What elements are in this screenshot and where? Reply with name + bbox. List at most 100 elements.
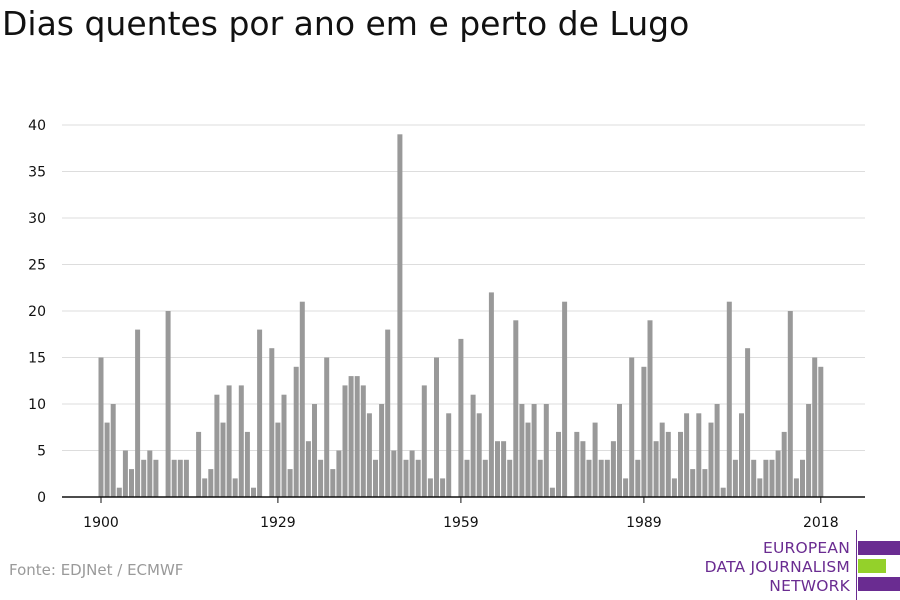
bar-1949 — [397, 134, 403, 498]
bar-1946 — [379, 404, 385, 497]
bar-2014 — [793, 478, 799, 497]
bar-1906 — [135, 329, 141, 497]
y-tick-label: 5 — [37, 444, 46, 460]
bar-1950 — [403, 459, 409, 497]
bar-1903 — [116, 487, 122, 497]
bar-1907 — [141, 459, 147, 497]
bar-1937 — [324, 357, 330, 497]
logo-line-1: EUROPEAN — [762, 539, 850, 557]
edjnet-logo: EUROPEAN DATA JOURNALISM NETWORK — [700, 530, 900, 600]
y-tick-label: 35 — [28, 165, 46, 181]
bar-1931 — [287, 469, 293, 497]
bar-1991 — [653, 441, 659, 497]
bar-1957 — [446, 413, 452, 497]
bar-1963 — [482, 459, 488, 497]
bar-1956 — [440, 478, 446, 497]
bar-1921 — [226, 385, 232, 497]
bar-2015 — [800, 459, 805, 497]
bar-1922 — [232, 478, 238, 497]
bar-1972 — [537, 459, 543, 497]
bar-1933 — [299, 301, 305, 497]
bar-1928 — [269, 348, 275, 497]
bar-1965 — [495, 441, 500, 497]
bar-1939 — [336, 450, 342, 497]
chart-title: Dias quentes por ano em e perto de Lugo — [2, 4, 690, 43]
bar-1935 — [312, 404, 317, 497]
bar-1999 — [702, 469, 708, 497]
bar-1942 — [354, 376, 360, 497]
bar-1959 — [458, 338, 464, 497]
bar-1969 — [519, 404, 525, 497]
bar-2018 — [818, 366, 824, 497]
bar-1916 — [196, 431, 202, 497]
y-tick-label: 20 — [28, 304, 46, 320]
bar-1936 — [318, 459, 324, 497]
bar-1986 — [623, 478, 629, 497]
bar-1901 — [104, 422, 110, 497]
bar-2012 — [781, 431, 787, 497]
bar-1974 — [549, 487, 555, 497]
bar-1941 — [348, 376, 354, 497]
bar-1924 — [244, 431, 250, 497]
bar-1920 — [220, 422, 226, 497]
bar-1918 — [208, 469, 214, 497]
bar-1930 — [281, 394, 287, 497]
bar-1900 — [98, 357, 104, 497]
bar-2002 — [720, 487, 726, 497]
bar-1976 — [562, 301, 568, 497]
bar-1980 — [586, 459, 592, 497]
bar-2010 — [769, 459, 775, 497]
bar-1975 — [556, 431, 561, 497]
bar-1983 — [604, 459, 610, 497]
y-tick-label: 25 — [28, 258, 46, 274]
gridlines — [62, 124, 865, 451]
bar-1971 — [531, 404, 537, 497]
bar-1960 — [464, 459, 470, 497]
logo-divider — [856, 530, 857, 600]
bar-1968 — [513, 320, 519, 497]
bar-2001 — [714, 404, 720, 497]
bar-1992 — [659, 422, 665, 497]
bar-2008 — [757, 478, 763, 497]
bar-1961 — [470, 394, 476, 497]
bar-1943 — [360, 385, 366, 497]
bar-1978 — [574, 431, 580, 497]
bar-1973 — [543, 404, 549, 497]
bar-2004 — [732, 459, 738, 497]
y-tick-label: 10 — [28, 397, 46, 413]
bar-1913 — [177, 459, 183, 497]
bar-1919 — [214, 394, 220, 497]
bar-1996 — [684, 413, 690, 497]
bar-1917 — [202, 478, 208, 497]
bar-1979 — [580, 441, 586, 497]
bar-1987 — [629, 357, 635, 497]
logo-line-2: DATA JOURNALISM — [704, 558, 850, 576]
y-tick-label: 40 — [28, 118, 46, 134]
bar-1902 — [110, 404, 116, 497]
bar-2016 — [806, 404, 812, 497]
bar-1964 — [488, 292, 494, 497]
x-tick-label: 1929 — [260, 515, 296, 531]
bar-1962 — [476, 413, 482, 497]
x-axis: 1900 1929 1959 1989 2018 — [62, 496, 865, 531]
bar-1966 — [501, 441, 507, 497]
bar-1926 — [257, 329, 263, 497]
x-tick-label: 1900 — [83, 515, 119, 531]
logo-bar-purple-bottom — [858, 577, 900, 591]
bar-1914 — [183, 459, 189, 497]
bar-1904 — [122, 450, 128, 497]
bar-1988 — [635, 459, 641, 497]
source-note: Fonte: EDJNet / ECMWF — [9, 561, 184, 579]
bar-1955 — [434, 357, 439, 497]
bar-1934 — [305, 441, 311, 497]
bar-1908 — [147, 450, 153, 497]
bar-1925 — [251, 487, 256, 497]
bar-1985 — [617, 404, 622, 497]
bar-2007 — [751, 459, 757, 497]
y-tick-label: 15 — [28, 351, 46, 367]
y-tick-label: 30 — [28, 211, 46, 227]
bar-1945 — [373, 459, 378, 497]
logo-bar-purple-top — [858, 541, 900, 555]
x-tick-label: 1989 — [626, 515, 662, 531]
bar-1951 — [409, 450, 415, 497]
